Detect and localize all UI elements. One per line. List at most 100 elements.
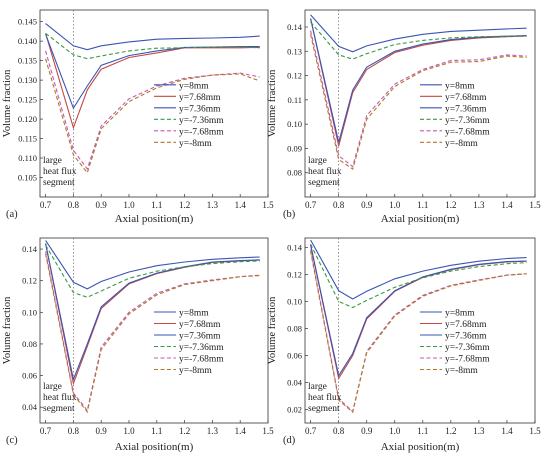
- annotation-text: large: [308, 156, 327, 166]
- x-tick-label: 0.9: [361, 426, 373, 436]
- x-tick-label: 1.0: [389, 200, 401, 210]
- y-tick-label: 0.10: [287, 296, 302, 306]
- y-tick-label: 0.10: [287, 119, 302, 129]
- y-tick-label: 0.06: [287, 350, 302, 360]
- y-tick-label: 0.140: [18, 36, 37, 46]
- x-tick-label: 1.1: [151, 200, 162, 210]
- chart-panel: 0.7 0.8 0.9 1.0 1.1 1.2 1.3 1.4 1.5 0.04 0.06 0.08 0…: [2, 237, 274, 453]
- x-tick-label: 1.3: [207, 200, 219, 210]
- legend-label: y=8mm: [179, 309, 209, 319]
- series-line: [310, 21, 527, 60]
- y-tick-label: 0.04: [287, 377, 303, 387]
- x-tick-label: 1.1: [417, 426, 428, 436]
- plot-frame: [304, 9, 536, 198]
- x-axis-label: Axial position(m): [115, 213, 194, 225]
- legend-label: y=7.68mm: [445, 93, 487, 103]
- series-line: [45, 58, 260, 174]
- legend-label: y=-8mm: [445, 139, 478, 149]
- y-axis-label: Volume fraction: [2, 296, 13, 364]
- annotation-text: large: [308, 382, 327, 392]
- x-tick-label: 1.0: [123, 200, 135, 210]
- x-tick-label: 1.4: [235, 426, 247, 436]
- legend-label: y=-8mm: [445, 366, 478, 376]
- x-tick-label: 0.7: [40, 426, 52, 436]
- series-line: [310, 34, 527, 170]
- y-tick-label: 0.120: [18, 114, 37, 124]
- legend-label: y=-7.36mm: [445, 343, 490, 353]
- legend-label: y=7.68mm: [445, 320, 487, 330]
- annotation-text: heat flux: [43, 166, 77, 177]
- y-axis-label: Volume fraction: [267, 69, 278, 137]
- annotation-text: heat flux: [308, 392, 342, 403]
- x-tick-label: 1.5: [529, 426, 541, 436]
- x-axis-label: Axial position(m): [115, 441, 194, 453]
- plot-frame: [39, 237, 269, 424]
- y-tick-label: 0.130: [18, 75, 37, 85]
- x-tick-label: 1.2: [179, 200, 190, 210]
- x-tick-label: 0.7: [305, 200, 317, 210]
- x-tick-label: 1.1: [417, 200, 428, 210]
- y-tick-label: 0.09: [287, 143, 302, 153]
- legend-label: y=7.36mm: [445, 104, 487, 114]
- x-tick-label: 1.1: [151, 426, 162, 436]
- x-tick-label: 0.7: [40, 200, 52, 210]
- annotation-text: segment: [308, 178, 340, 188]
- y-tick-label: 0.125: [18, 95, 37, 105]
- chart-panel: 0.7 0.8 0.9 1.0 1.1 1.2 1.3 1.4 1.5 0.08 0.09 0.10 0…: [267, 9, 541, 225]
- chart-panel: 0.7 0.8 0.9 1.0 1.1 1.2 1.3 1.4 1.5 0.105 0.110 0.1…: [2, 9, 274, 225]
- legend-label: y=-8mm: [179, 139, 212, 149]
- x-tick-label: 0.8: [333, 200, 345, 210]
- series-line: [45, 243, 260, 386]
- x-tick-label: 1.0: [389, 426, 401, 436]
- legend-label: y=-7.68mm: [179, 355, 224, 365]
- series-line: [310, 249, 527, 413]
- annotation-text: heat flux: [43, 392, 77, 403]
- y-axis-label: Volume fraction: [267, 296, 278, 364]
- series-line: [45, 34, 260, 110]
- y-tick-label: 0.02: [287, 404, 302, 414]
- legend-label: y=8mm: [445, 309, 475, 319]
- series-line: [45, 33, 260, 130]
- panel-label: (a): [6, 209, 18, 220]
- series-line: [310, 251, 527, 414]
- y-tick-label: 0.08: [287, 168, 302, 178]
- x-tick-label: 1.2: [179, 426, 190, 436]
- legend-label: y=7.68mm: [179, 320, 221, 330]
- y-tick-label: 0.08: [287, 323, 302, 333]
- series-line: [310, 14, 527, 53]
- series-line: [310, 243, 527, 309]
- legend-label: y=7.36mm: [179, 104, 221, 114]
- legend-label: y=7.68mm: [179, 93, 221, 103]
- y-tick-label: 0.12: [287, 269, 302, 279]
- series-line: [45, 32, 260, 60]
- plot-frame: [304, 237, 536, 424]
- y-tick-label: 0.12: [287, 71, 302, 81]
- legend-label: y=-7.36mm: [179, 116, 224, 126]
- series-line: [45, 253, 260, 414]
- annotation-text: large: [43, 382, 62, 392]
- legend-label: y=-7.68mm: [179, 127, 224, 137]
- legend-label: y=-7.36mm: [445, 116, 490, 126]
- x-tick-label: 0.8: [68, 200, 80, 210]
- chart-panel: 0.7 0.8 0.9 1.0 1.1 1.2 1.3 1.4 1.5 0.02 0.04 0.06 0…: [267, 237, 541, 453]
- legend-label: y=8mm: [445, 81, 475, 91]
- legend-label: y=7.36mm: [445, 332, 487, 342]
- series-line: [45, 240, 260, 290]
- panel-label: (c): [6, 435, 18, 446]
- series-line: [45, 244, 260, 298]
- y-tick-label: 0.11: [287, 95, 302, 105]
- series-line: [310, 30, 527, 168]
- x-tick-label: 1.2: [445, 200, 456, 210]
- annotation-text: segment: [308, 404, 340, 414]
- x-tick-label: 1.3: [207, 426, 219, 436]
- legend-label: y=-7.36mm: [179, 343, 224, 353]
- y-tick-label: 0.145: [18, 17, 37, 27]
- x-tick-label: 1.4: [501, 200, 513, 210]
- annotation-text: heat flux: [308, 166, 342, 177]
- panel-label: (b): [283, 209, 296, 220]
- series-line: [45, 243, 260, 382]
- x-tick-label: 0.7: [305, 426, 317, 436]
- plot-frame: [39, 9, 269, 198]
- y-axis-label: Volume fraction: [2, 69, 13, 137]
